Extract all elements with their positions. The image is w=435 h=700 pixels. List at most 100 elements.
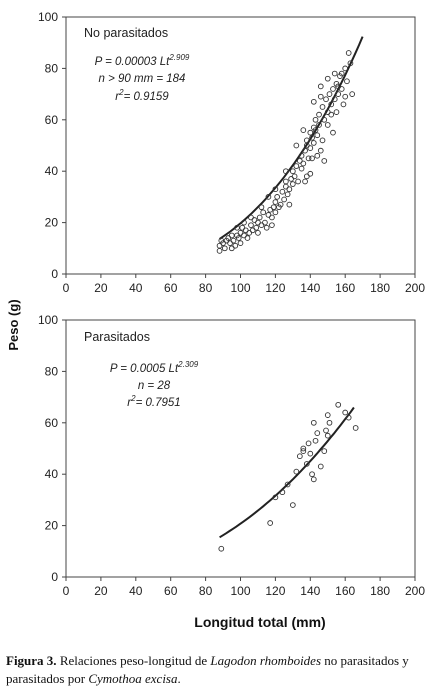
x-tick-label: 180	[370, 281, 390, 295]
data-point	[331, 70, 338, 77]
data-point	[310, 419, 317, 426]
x-tick-label: 80	[199, 281, 213, 295]
x-tick-label: 20	[94, 281, 108, 295]
data-point	[310, 140, 317, 146]
data-point	[328, 111, 335, 118]
y-ticks: 0 20 40 60 80 100	[38, 10, 66, 281]
x-tick-label: 140	[300, 281, 320, 295]
equation-label: P = 0.00003 Lt2.909	[95, 53, 190, 68]
data-point	[265, 194, 272, 200]
data-point	[309, 471, 315, 478]
data-point	[310, 476, 317, 483]
x-tick-label: 20	[94, 584, 108, 598]
figure-caption: Figura 3. Relaciones peso-longitud de La…	[6, 652, 434, 688]
y-axis-label: Peso (g)	[6, 299, 21, 350]
data-point	[216, 248, 223, 254]
data-point	[314, 132, 321, 139]
y-tick-label: 100	[38, 10, 58, 24]
data-point	[277, 201, 284, 208]
data-point	[300, 448, 307, 454]
data-point	[328, 101, 335, 108]
x-tick-label: 60	[164, 584, 178, 598]
data-point	[349, 91, 356, 97]
caption-species-2: Cymothoa excisa	[88, 671, 178, 686]
x-ticks: 0 20 40 60 80 100 120 140 160 180 200	[63, 274, 425, 295]
data-point	[298, 152, 305, 159]
data-point	[296, 453, 303, 460]
data-point	[241, 219, 247, 226]
data-point	[262, 219, 268, 226]
data-point	[319, 137, 326, 144]
data-point	[221, 245, 228, 252]
data-point	[267, 520, 274, 526]
data-point	[272, 494, 279, 501]
data-point	[324, 122, 331, 128]
x-tick-label: 180	[370, 584, 390, 598]
data-point	[345, 50, 352, 56]
data-point	[321, 116, 328, 123]
data-point	[291, 173, 298, 180]
data-point	[290, 502, 296, 508]
data-point	[335, 83, 342, 90]
data-point	[335, 91, 342, 97]
data-point	[279, 489, 286, 496]
data-point	[244, 235, 251, 241]
data-point	[303, 461, 310, 467]
data-point	[326, 419, 333, 426]
y-tick-label: 80	[45, 364, 59, 378]
x-tick-label: 120	[265, 584, 285, 598]
y-tick-label: 20	[45, 216, 59, 230]
data-point	[305, 155, 312, 162]
fit-curve	[219, 406, 355, 539]
data-point	[258, 204, 265, 211]
y-tick-label: 40	[45, 164, 59, 178]
x-tick-label: 160	[335, 281, 355, 295]
data-points	[216, 50, 356, 254]
data-point	[330, 129, 336, 136]
data-point	[286, 201, 293, 208]
data-point	[269, 222, 275, 229]
data-point	[237, 240, 244, 247]
data-point	[314, 152, 321, 159]
caption-text-2: no parasitados y parasitados por	[6, 653, 409, 686]
x-tick-label: 0	[63, 281, 70, 295]
data-point	[352, 425, 359, 431]
data-point	[305, 440, 312, 447]
data-point	[274, 194, 280, 200]
data-point	[314, 430, 321, 436]
data-point	[309, 155, 315, 162]
data-point	[307, 145, 314, 151]
data-point	[281, 196, 287, 203]
data-point	[333, 109, 340, 115]
data-point	[338, 70, 345, 77]
x-tick-label: 200	[405, 281, 425, 295]
panel-title: No parasitados	[84, 26, 168, 40]
x-tick-label: 120	[265, 281, 285, 295]
data-point	[335, 401, 342, 408]
figure-canvas: Peso (g) 0 20 40 60 80 100 0 20 40 60 80 100 120 140…	[6, 10, 425, 630]
panel-title: Parasitados	[84, 330, 150, 344]
data-point	[286, 186, 293, 193]
data-point	[342, 409, 349, 416]
y-tick-label: 60	[45, 416, 59, 430]
data-point	[256, 214, 263, 221]
data-point	[234, 224, 240, 231]
data-point	[253, 224, 260, 231]
data-point	[293, 468, 300, 475]
data-point	[330, 86, 336, 92]
data-point	[248, 222, 254, 229]
data-point	[302, 178, 308, 185]
data-point	[344, 78, 350, 85]
data-point	[345, 414, 352, 421]
plot-frame	[65, 319, 416, 578]
data-point	[263, 224, 270, 231]
data-point	[284, 191, 291, 198]
y-tick-label: 60	[45, 113, 59, 127]
data-point	[303, 137, 310, 144]
x-tick-label: 0	[63, 584, 70, 598]
y-tick-label: 0	[51, 267, 58, 281]
data-point	[321, 448, 328, 454]
data-point	[342, 65, 349, 72]
data-point	[317, 93, 324, 100]
data-point	[309, 134, 315, 141]
